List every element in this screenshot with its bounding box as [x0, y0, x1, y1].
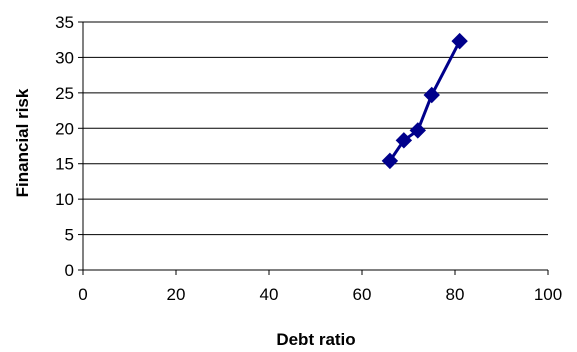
y-tick-label-5: 5: [65, 226, 74, 245]
y-tick-label-20: 20: [55, 119, 74, 138]
x-tick-label-60: 60: [353, 285, 372, 304]
y-tick-label-30: 30: [55, 48, 74, 67]
x-tick-label-20: 20: [167, 285, 186, 304]
y-tick-label-35: 35: [55, 13, 74, 32]
y-tick-label-25: 25: [55, 84, 74, 103]
data-point-3: [409, 122, 427, 139]
axes: [78, 21, 549, 275]
data-point-5: [451, 32, 468, 50]
y-tick-labels: 0 5 10 15 20 25 30 35: [55, 13, 74, 280]
x-tick-label-40: 40: [260, 285, 279, 304]
y-tick-label-10: 10: [55, 190, 74, 209]
x-tick-label-100: 100: [534, 285, 562, 304]
x-tick-labels: 0 20 40 60 80 100: [78, 285, 562, 304]
data-point-1: [381, 152, 399, 170]
data-point-2: [395, 132, 413, 149]
x-tick-label-0: 0: [78, 285, 87, 304]
gridlines: [83, 21, 548, 236]
y-tick-label-0: 0: [65, 261, 74, 280]
x-axis-title: Debt ratio: [276, 330, 355, 349]
x-tick-label-80: 80: [446, 285, 465, 304]
y-axis-title: Financial risk: [13, 88, 32, 197]
y-tick-label-15: 15: [55, 155, 74, 174]
data-series: [381, 32, 468, 170]
data-point-4: [423, 86, 440, 104]
